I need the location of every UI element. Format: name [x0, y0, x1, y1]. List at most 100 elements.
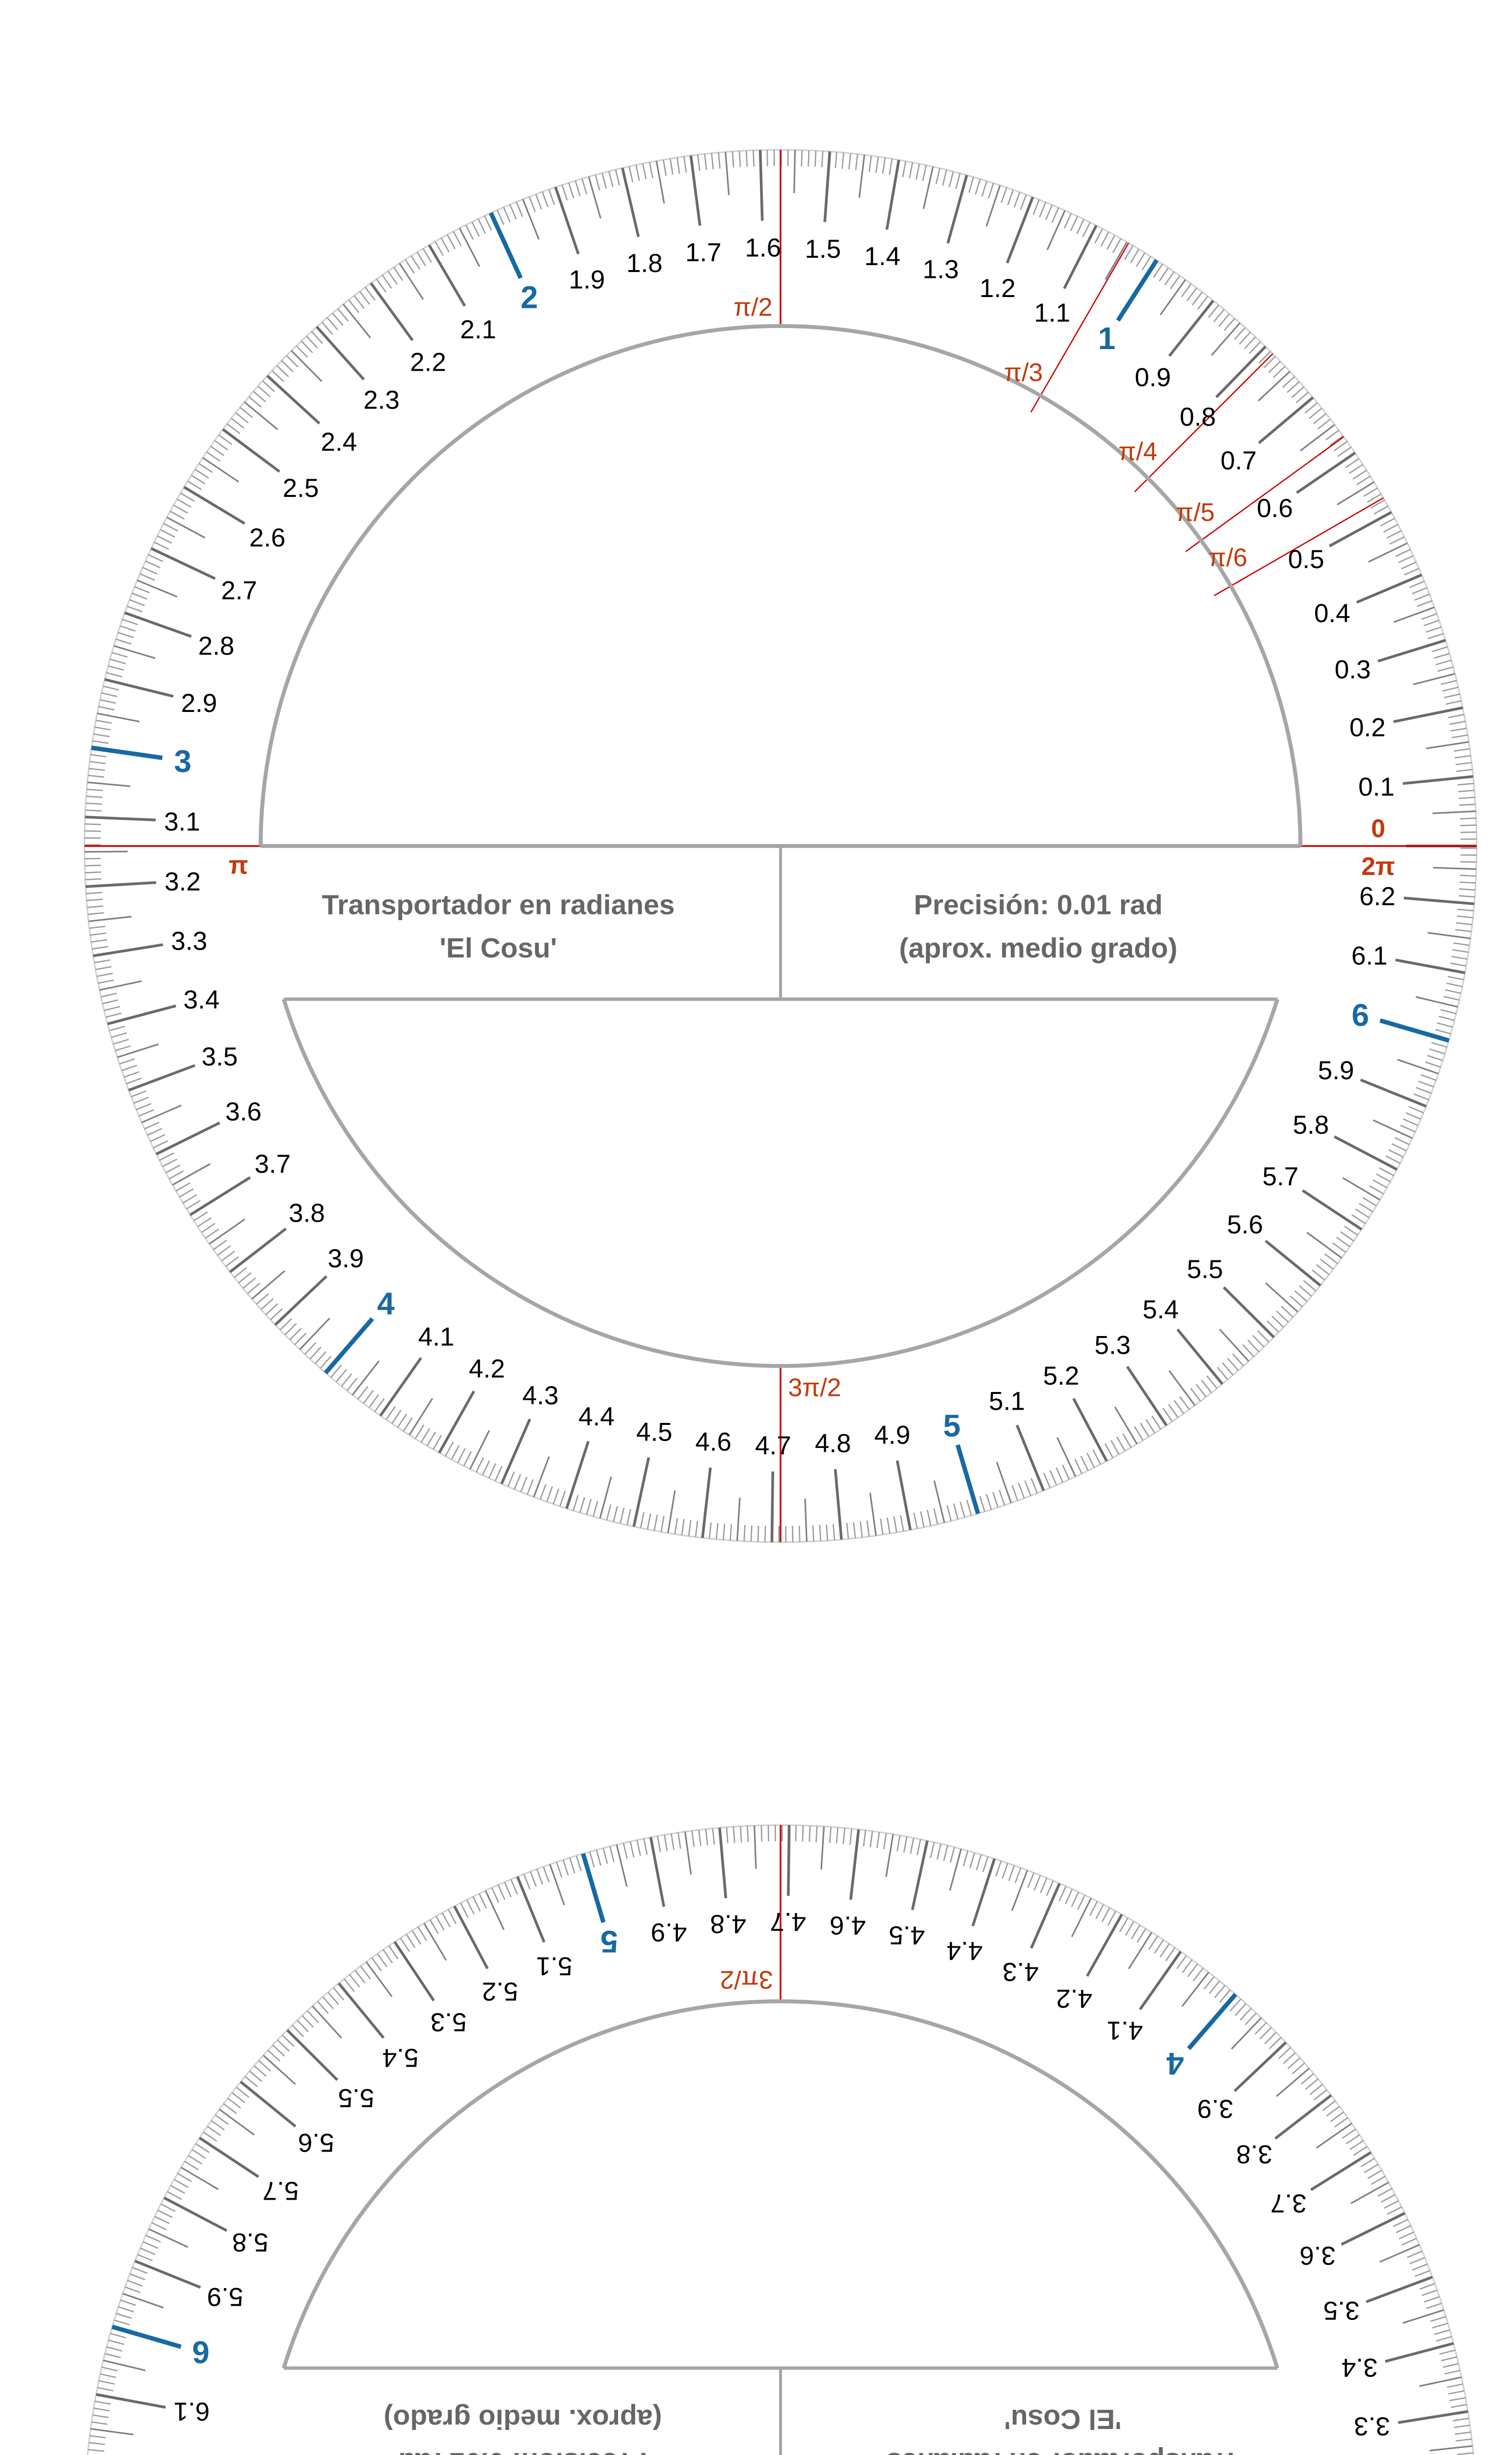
medium-tick [1211, 322, 1241, 356]
decimal-tick-label: 0.1 [1358, 772, 1395, 801]
minor-tick [1455, 928, 1472, 932]
major-tick [104, 678, 174, 698]
minor-tick [674, 1518, 678, 1534]
minor-tick [529, 196, 536, 212]
decimal-tick-label: 4.2 [469, 1354, 505, 1383]
major-tick [107, 1004, 177, 1026]
medium-tick [933, 1480, 945, 1523]
medium-tick [1219, 1329, 1249, 1362]
minor-tick [217, 1245, 231, 1256]
minor-tick [447, 234, 456, 249]
medium-tick [1168, 1370, 1196, 1406]
minor-tick [1403, 1118, 1419, 1126]
minor-tick [1080, 1455, 1089, 1471]
major-tick [1356, 573, 1423, 604]
minor-tick [193, 1211, 208, 1222]
minor-tick [84, 865, 101, 867]
minor-tick [381, 274, 392, 289]
minor-tick [1459, 803, 1476, 806]
minor-tick [1456, 922, 1473, 926]
minor-tick [86, 795, 103, 798]
minor-tick [294, 1333, 307, 1345]
special-angle-label: 0 [1371, 815, 1385, 843]
major-tick [1015, 1424, 1045, 1491]
minor-tick [154, 542, 169, 550]
major-tick [128, 1064, 195, 1091]
minor-tick [1282, 376, 1296, 388]
minor-tick [218, 434, 232, 445]
minor-tick [1141, 256, 1152, 271]
minor-tick [321, 322, 333, 335]
minor-tick [109, 1026, 125, 1032]
minor-tick [1336, 1236, 1350, 1248]
minor-tick [134, 586, 150, 594]
minor-tick [1435, 659, 1452, 665]
minor-tick [1428, 633, 1444, 639]
minor-tick [1345, 458, 1359, 468]
major-tick [1377, 639, 1446, 663]
minor-tick [855, 154, 859, 170]
decimal-tick-label: 5.2 [1043, 1362, 1080, 1391]
minor-tick [1356, 475, 1371, 486]
integer-tick [955, 1444, 980, 1515]
minor-tick [85, 802, 102, 805]
major-tick [885, 160, 900, 230]
special-angle-label: π/6 [1209, 544, 1247, 572]
decimal-tick-label: 4.6 [695, 1427, 731, 1456]
major-tick [1360, 1078, 1427, 1108]
minor-tick [86, 789, 103, 791]
minor-tick [363, 1390, 374, 1404]
minor-tick [132, 592, 147, 600]
minor-tick [117, 632, 134, 638]
minor-tick [1082, 222, 1091, 238]
major-tick [274, 1275, 328, 1326]
minor-tick [465, 224, 474, 240]
minor-tick [1249, 341, 1261, 354]
minor-tick [1380, 518, 1395, 527]
minor-tick [445, 1442, 454, 1457]
minor-tick [201, 1223, 216, 1233]
minor-tick [1429, 1048, 1445, 1055]
minor-tick [981, 181, 988, 197]
major-tick [428, 244, 466, 307]
minor-tick [1457, 908, 1474, 912]
minor-tick [84, 858, 101, 860]
minor-tick [248, 396, 262, 408]
minor-tick [1258, 351, 1271, 364]
fraction-angle-line [1214, 497, 1384, 597]
minor-tick [568, 182, 574, 199]
minor-tick [1450, 727, 1467, 732]
medium-tick [251, 1270, 286, 1300]
minor-tick [1460, 831, 1477, 833]
special-angle-label: π/5 [1176, 498, 1215, 527]
minor-tick [115, 1045, 131, 1052]
minor-tick [162, 1158, 178, 1167]
minor-tick [1030, 1477, 1038, 1494]
minor-tick [1151, 1415, 1161, 1430]
minor-tick [1092, 1449, 1101, 1465]
decimal-tick-label: 5.5 [1187, 1255, 1223, 1284]
minor-tick [1369, 1185, 1384, 1195]
minor-tick [471, 221, 480, 237]
minor-tick [391, 1410, 402, 1424]
integer-tick-label: 4 [377, 1286, 395, 1321]
minor-tick [1363, 487, 1378, 497]
minor-tick [812, 1525, 814, 1542]
minor-tick [1296, 391, 1309, 404]
minor-tick [745, 150, 748, 167]
minor-tick [1313, 413, 1327, 424]
minor-tick [1271, 1315, 1284, 1328]
medium-tick [858, 155, 865, 198]
minor-tick [1458, 790, 1475, 792]
minor-tick [1094, 228, 1103, 244]
minor-tick [405, 259, 415, 274]
minor-tick [341, 1373, 352, 1387]
minor-tick [743, 1525, 746, 1542]
minor-tick [393, 267, 404, 281]
major-tick [823, 151, 832, 222]
minor-tick [1459, 874, 1476, 877]
decimal-tick-label: 0.8 [1180, 403, 1216, 432]
minor-tick [1100, 231, 1109, 247]
minor-tick [89, 761, 106, 764]
minor-tick [311, 331, 323, 344]
